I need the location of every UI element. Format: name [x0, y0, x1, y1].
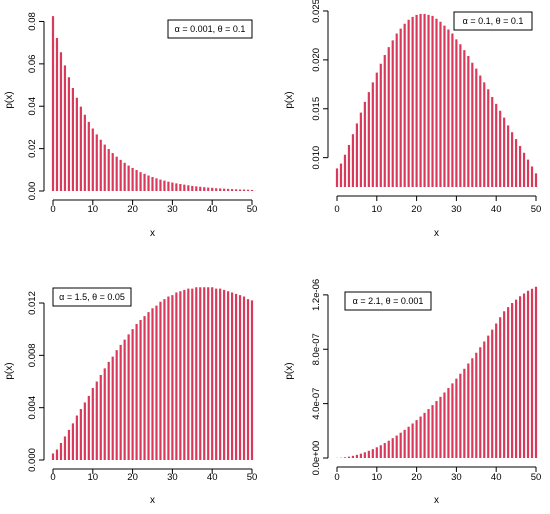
y-axis-title: p(x) [284, 362, 295, 379]
y-axis-title: p(x) [4, 362, 15, 379]
legend-box [344, 291, 432, 311]
x-axis-title: x [434, 228, 439, 239]
x-tick-label: 50 [531, 472, 542, 483]
y-tick-label: 4.0e-07 [311, 388, 322, 420]
x-axis-title: x [150, 495, 155, 506]
x-axis-title: x [434, 495, 439, 506]
legend-label: α = 2.1, θ = 0.001 [353, 296, 424, 306]
legend-label: α = 0.001, θ = 0.1 [175, 24, 246, 34]
chart-panel-1: 0.00 0.02 0.04 0.06 0.08 0 10 20 30 40 50 x p(x) α = … [4, 12, 257, 239]
x-tick-label: 20 [411, 472, 422, 483]
y-tick-label: 0.020 [311, 48, 322, 72]
x-tick-label: 0 [334, 472, 339, 483]
y-tick-label: 0.015 [311, 97, 322, 121]
x-tick-label: 10 [88, 204, 99, 215]
y-tick-label: 1.2e-06 [311, 279, 322, 311]
x-tick-label: 40 [491, 204, 502, 215]
legend-label: α = 0.1, θ = 0.1 [463, 16, 524, 26]
x-tick-label: 10 [372, 472, 383, 483]
x-tick-label: 0 [50, 204, 55, 215]
x-tick-label: 40 [207, 472, 218, 483]
legend: α = 0.1, θ = 0.1 [453, 11, 533, 31]
x-tick-label: 20 [127, 204, 138, 215]
y-tick-label: 0.06 [27, 55, 38, 74]
y-tick-label: 0.04 [27, 97, 38, 116]
legend-box [52, 287, 132, 307]
legend-box [167, 19, 253, 39]
y-axis-title: p(x) [284, 91, 295, 108]
y-tick-label: 0.000 [27, 448, 38, 472]
y-tick-label: 0.0e+00 [311, 441, 322, 476]
y-tick-label: 0.004 [27, 396, 38, 420]
y-tick-label: 0.00 [27, 182, 38, 201]
y-axis-title: p(x) [4, 91, 15, 108]
legend: α = 1.5, θ = 0.05 [52, 287, 132, 307]
y-tick-label: 0.025 [311, 0, 322, 23]
x-tick-label: 30 [451, 472, 462, 483]
x-tick-label: 30 [167, 204, 178, 215]
chart-panel-3: 0.000 0.004 0.008 0.012 0 10 20 30 40 50 x p(x) α = … [4, 287, 257, 506]
x-tick-label: 30 [167, 472, 178, 483]
x-tick-label: 40 [207, 204, 218, 215]
legend: α = 0.001, θ = 0.1 [167, 19, 253, 39]
y-tick-label: 0.08 [27, 12, 38, 31]
x-tick-label: 0 [50, 472, 55, 483]
x-tick-label: 20 [411, 204, 422, 215]
legend: α = 2.1, θ = 0.001 [344, 291, 432, 311]
chart-panel-4: 0.0e+00 4.0e-07 8.0e-07 1.2e-06 0 10 20 30 40 50 x… [284, 279, 541, 506]
y-tick-label: 0.02 [27, 139, 38, 158]
legend-box [453, 11, 533, 31]
y-tick-label: 0.010 [311, 146, 322, 170]
x-tick-label: 30 [451, 204, 462, 215]
y-tick-label: 0.012 [27, 291, 38, 315]
x-tick-label: 50 [247, 204, 258, 215]
x-tick-label: 20 [127, 472, 138, 483]
x-tick-label: 50 [531, 204, 542, 215]
y-tick-label: 8.0e-07 [311, 333, 322, 365]
x-tick-label: 10 [88, 472, 99, 483]
legend-label: α = 1.5, θ = 0.05 [59, 292, 125, 302]
x-tick-label: 40 [491, 472, 502, 483]
x-axis-title: x [150, 228, 155, 239]
x-tick-label: 0 [334, 204, 339, 215]
x-tick-label: 10 [372, 204, 383, 215]
chart-panel-2: 0.010 0.015 0.020 0.025 0 10 20 30 40 50 x p(x) α = … [284, 0, 541, 239]
x-tick-label: 50 [247, 472, 258, 483]
y-tick-label: 0.008 [27, 343, 38, 367]
